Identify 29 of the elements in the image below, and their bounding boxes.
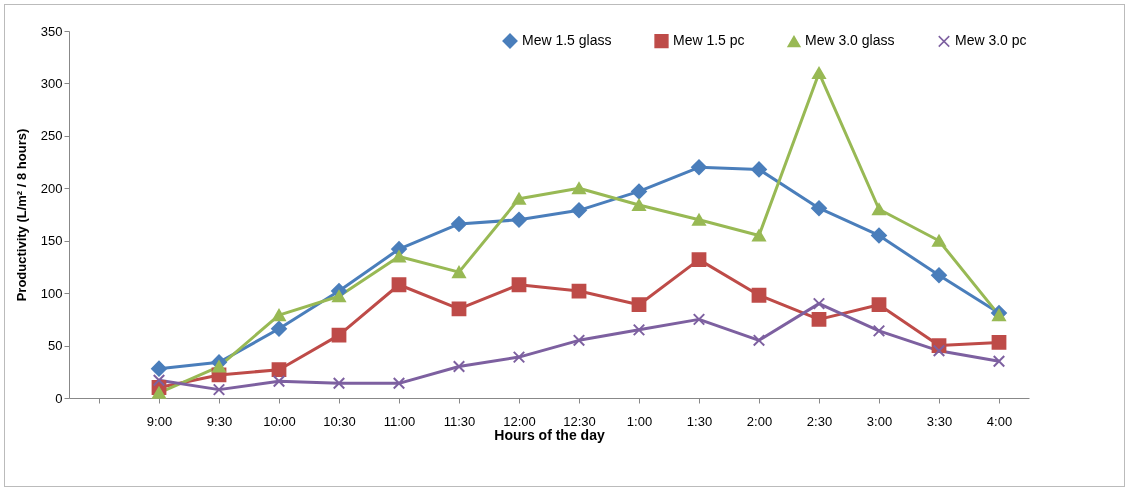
legend-label: Mew 1.5 pc: [673, 32, 745, 49]
x-tick-label: 3:30: [926, 413, 953, 429]
x-tick-label: 10:00: [263, 413, 296, 429]
x-tick-label: 1:00: [626, 413, 653, 429]
x-tick-label: 1:30: [686, 413, 713, 429]
y-tick-label: 150: [40, 233, 63, 249]
y-tick-label: 0: [55, 390, 63, 406]
y-tick-label: 200: [40, 180, 63, 196]
x-axis-title: Hours of the day: [494, 426, 605, 443]
x-tick-label: 11:30: [443, 413, 476, 429]
x-tick-label: 9:30: [206, 413, 233, 429]
x-tick-label: 10:30: [323, 413, 356, 429]
y-tick-label: 100: [40, 285, 63, 301]
y-tick-label: 350: [40, 23, 63, 39]
x-tick-label: 11:00: [383, 413, 416, 429]
x-tick-label: 2:00: [746, 413, 773, 429]
x-tick-label: 9:00: [146, 413, 173, 429]
y-tick-label: 50: [48, 338, 63, 354]
y-axis-title: Productivity (L/m² / 8 hours): [13, 128, 29, 302]
x-tick-label: 2:30: [806, 413, 833, 429]
x-tick-label: 12:30: [563, 413, 596, 429]
legend-label: Mew 1.5 glass: [522, 32, 612, 49]
y-tick-label: 300: [40, 75, 63, 91]
x-tick-label: 4:00: [986, 413, 1013, 429]
y-tick-label: 250: [40, 128, 63, 144]
legend-label: Mew 3.0 pc: [955, 32, 1027, 49]
legend-label: Mew 3.0 glass: [805, 32, 895, 49]
x-tick-label: 12:00: [503, 413, 536, 429]
x-tick-label: 3:00: [866, 413, 893, 429]
